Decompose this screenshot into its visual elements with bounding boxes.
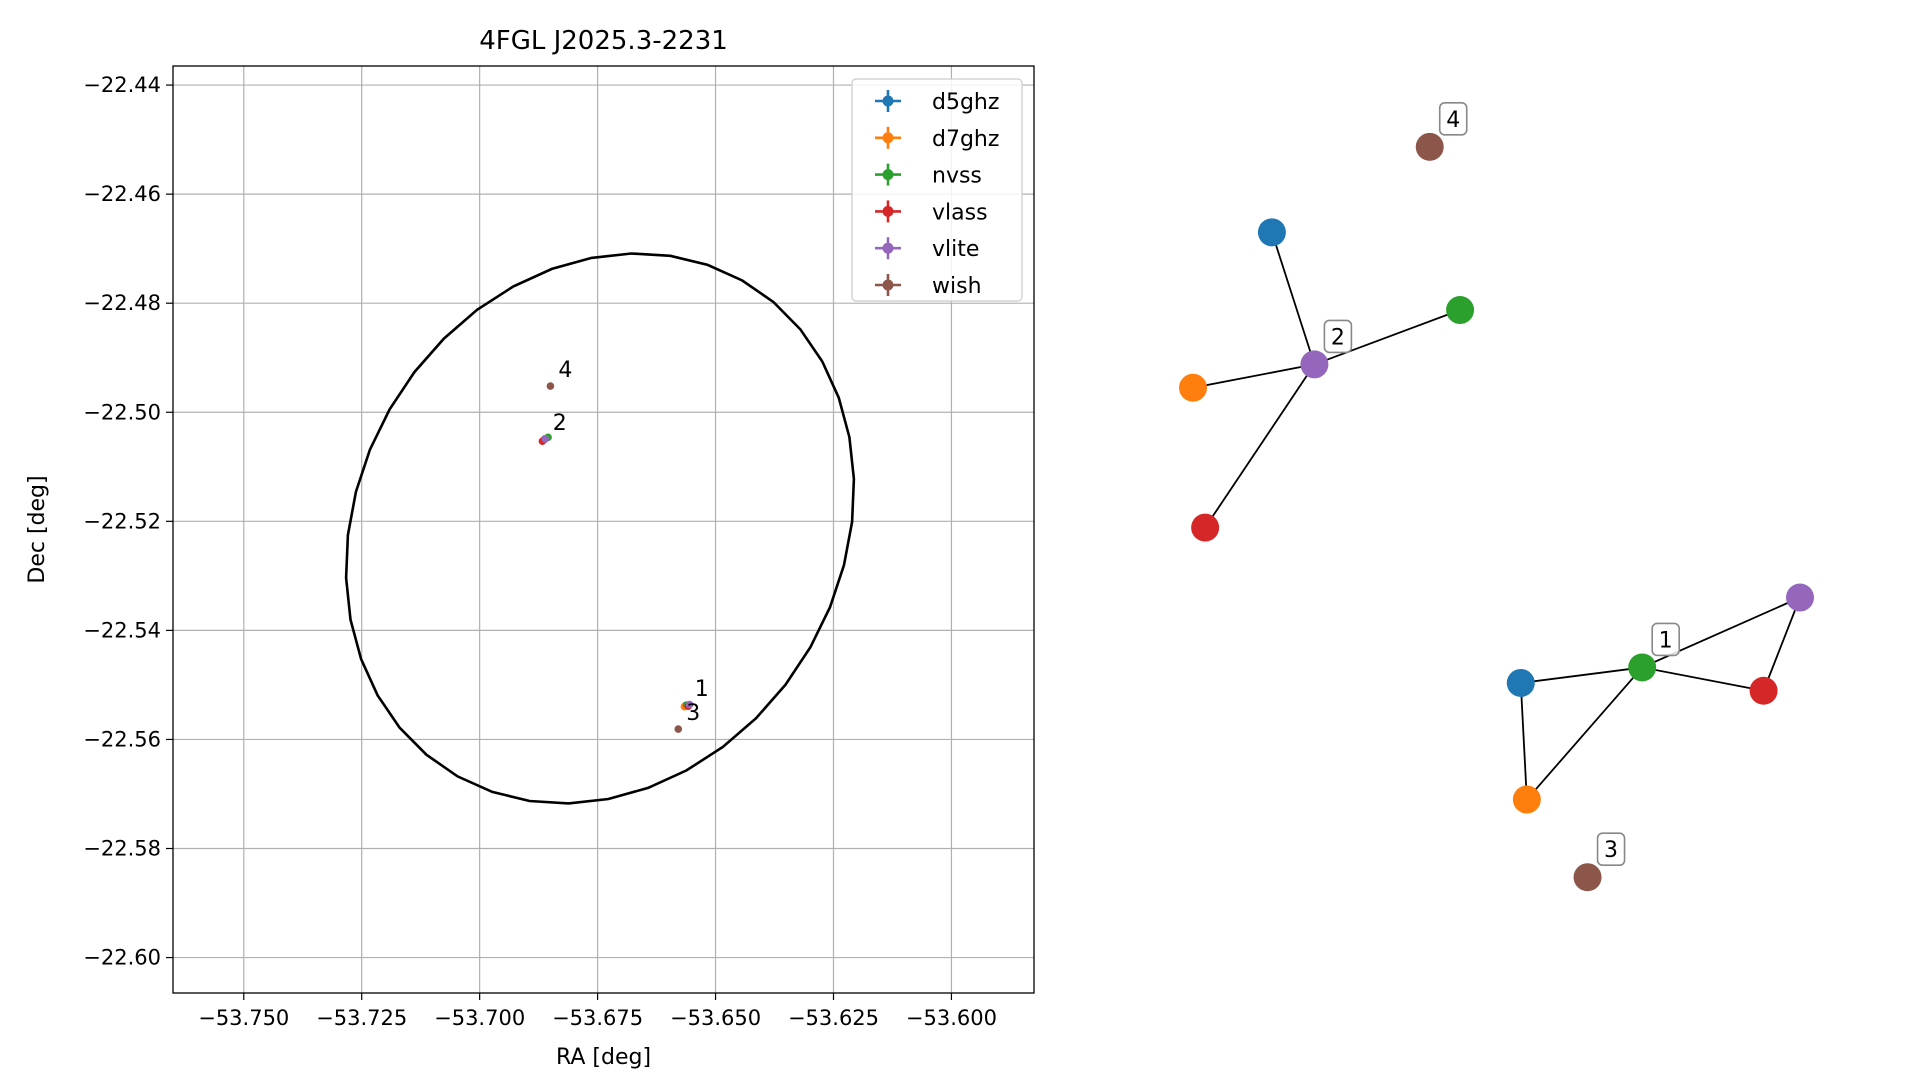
legend: d5ghz d7ghz nvss vlass vlite wish (851, 78, 1023, 302)
graph-node-wish (1573, 863, 1602, 892)
legend-item-wish: wish (875, 274, 982, 299)
x-tick-label: −53.600 (906, 1006, 997, 1030)
plot-frame (172, 65, 1035, 994)
localization-ellipse (344, 252, 856, 805)
legend-item-vlite: vlite (875, 237, 979, 262)
graph-edge (1314, 309, 1461, 366)
y-tick-label: −22.48 (83, 291, 161, 315)
data-point-wish (546, 382, 555, 390)
x-tick-label: −53.650 (670, 1006, 761, 1030)
svg-text:3: 3 (1604, 838, 1618, 863)
point-annotation: 2 (553, 411, 567, 436)
graph-edge (1520, 666, 1643, 684)
graph-edge (1526, 666, 1643, 801)
point-annotation: 4 (558, 358, 572, 383)
graph-node-wish (1415, 132, 1444, 161)
legend-label: d5ghz (932, 90, 999, 115)
legend-label: nvss (932, 164, 982, 189)
x-axis-label: RA [deg] (556, 1045, 651, 1070)
legend-item-d7ghz: d7ghz (875, 126, 999, 152)
point-annotation: 1 (695, 677, 709, 702)
svg-text:4: 4 (1446, 108, 1460, 133)
graph-edge (1271, 232, 1316, 365)
svg-text:1: 1 (1659, 628, 1673, 653)
graph-node-nvss (1446, 296, 1475, 325)
y-tick-label: −22.52 (83, 509, 161, 533)
axis-ticks: −53.750 −53.725 −53.700 −53.675 −53.650 −53.6… (83, 73, 997, 1030)
y-tick-label: −22.54 (83, 618, 161, 642)
legend-item-vlass: vlass (875, 200, 988, 225)
point-annotation: 3 (686, 701, 700, 726)
y-tick-label: −22.46 (83, 182, 161, 206)
graph-node-vlite (1300, 350, 1329, 379)
cluster-label-1: 1 (1651, 622, 1680, 657)
graph-node-d7ghz (1512, 785, 1541, 814)
graph-nodes (1179, 132, 1814, 892)
network-panel: 4 2 1 3 (1179, 102, 1814, 892)
graph-edge (1642, 666, 1764, 692)
point-annotations: 4 2 13 (553, 358, 709, 726)
legend-item-d5ghz: d5ghz (875, 90, 999, 115)
y-tick-label: −22.44 (83, 73, 161, 97)
y-tick-label: −22.60 (83, 946, 161, 970)
y-axis-label: Dec [deg] (25, 475, 50, 583)
legend-label: vlass (932, 200, 988, 225)
data-point-vlite (685, 700, 694, 709)
legend-box (851, 78, 1023, 302)
cluster-label-4: 4 (1438, 102, 1468, 136)
scatter-panel: 4 2 13 −53.750 −53.725 −53.700 −53.675 −53.650… (25, 26, 1035, 1070)
legend-item-nvss: nvss (875, 163, 982, 189)
graph-node-vlass (1191, 513, 1220, 542)
x-tick-label: −53.675 (552, 1006, 643, 1030)
data-points (538, 382, 694, 733)
data-point-wish (674, 725, 683, 733)
graph-node-nvss (1628, 653, 1657, 682)
x-tick-label: −53.700 (434, 1006, 525, 1030)
graph-node-vlite (1786, 583, 1814, 612)
x-tick-label: −53.725 (316, 1006, 407, 1030)
y-tick-label: −22.56 (83, 727, 161, 751)
svg-text:2: 2 (1331, 325, 1345, 350)
cluster-labels: 4 2 1 3 (1323, 102, 1680, 867)
graph-node-d5ghz (1506, 668, 1535, 697)
legend-label: vlite (932, 237, 979, 262)
graph-node-d7ghz (1179, 373, 1207, 402)
data-point-vlite (541, 435, 550, 443)
cluster-label-3: 3 (1596, 832, 1626, 867)
chart-title: 4FGL J2025.3-2231 (479, 26, 728, 56)
x-tick-label: −53.750 (198, 1006, 289, 1030)
graph-edge (1192, 363, 1315, 389)
graph-edge (1519, 682, 1528, 800)
y-tick-label: −22.50 (83, 400, 161, 424)
y-tick-label: −22.58 (83, 836, 161, 860)
graph-edges (1192, 232, 1801, 801)
x-tick-label: −53.625 (788, 1006, 879, 1030)
localization-ellipse-layer (344, 252, 856, 805)
cluster-label-2: 2 (1323, 319, 1353, 354)
legend-label: d7ghz (932, 127, 999, 152)
graph-node-vlass (1749, 676, 1778, 705)
graph-edge (1204, 363, 1316, 529)
graph-node-d5ghz (1257, 218, 1286, 247)
legend-label: wish (932, 274, 982, 299)
graph-edge (1762, 597, 1801, 692)
grid (173, 66, 1034, 993)
